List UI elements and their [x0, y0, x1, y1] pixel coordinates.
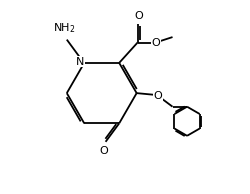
Text: O: O: [152, 38, 160, 48]
Text: O: O: [134, 11, 143, 21]
Text: O: O: [154, 91, 162, 101]
Text: NH$_2$: NH$_2$: [52, 21, 75, 35]
Text: O: O: [99, 146, 108, 156]
Text: N: N: [76, 57, 84, 67]
